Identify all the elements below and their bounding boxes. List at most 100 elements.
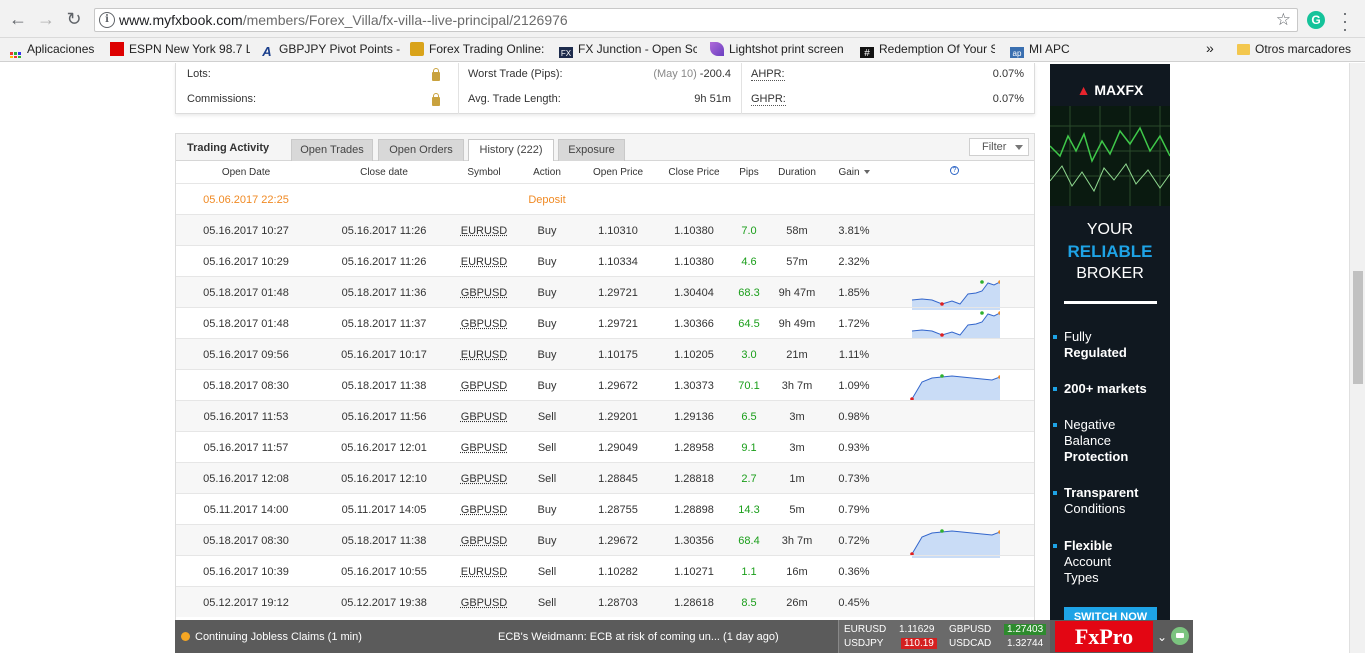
filter-dropdown[interactable]: Filter: [969, 138, 1029, 156]
trade-sparkline: [911, 280, 1000, 310]
symbol-link[interactable]: GBPUSD: [460, 442, 508, 454]
table-row[interactable]: 05.11.2017 14:00 05.11.2017 14:05 GBPUSD Bu…: [176, 493, 1034, 524]
fxpro-logo[interactable]: FxPro: [1055, 621, 1153, 652]
table-row[interactable]: 05.16.2017 10:29 05.16.2017 11:26 EURUSD Bu…: [176, 245, 1034, 276]
chat-icon[interactable]: [1171, 627, 1189, 645]
news-item-ecb[interactable]: ECB's Weidmann: ECB at risk of coming un…: [498, 631, 779, 643]
page-scrollbar[interactable]: [1349, 63, 1365, 653]
bookmark-espn[interactable]: ESPN New York 98.7 L: [110, 42, 250, 58]
gain: 1.72%: [838, 318, 870, 330]
tab-history[interactable]: History (222): [468, 139, 554, 162]
table-row[interactable]: 05.18.2017 01:48 05.18.2017 11:37 GBPUSD Bu…: [176, 307, 1034, 341]
url-text[interactable]: www.myfxbook.com/members/Forex_Villa/fx-…: [119, 12, 568, 28]
bookmark-fx-junction[interactable]: FX FX Junction - Open Sc: [559, 42, 697, 58]
header-duration[interactable]: Duration: [778, 167, 816, 178]
symbol-link[interactable]: EURUSD: [460, 225, 508, 237]
site-a-icon: A: [262, 44, 272, 59]
open-date: 05.11.2017 14:00: [203, 504, 289, 516]
scrollbar-thumb[interactable]: [1353, 271, 1363, 384]
duration: 3m: [789, 411, 805, 423]
bookmark-forex-trading[interactable]: Forex Trading Online:: [410, 42, 545, 58]
table-row[interactable]: 05.16.2017 10:27 05.16.2017 11:26 EURUSD Bu…: [176, 214, 1034, 245]
lots-label: Lots:: [187, 68, 211, 80]
feather-icon: [710, 42, 724, 56]
symbol-link[interactable]: EURUSD: [460, 256, 508, 268]
tab-open-orders[interactable]: Open Orders: [378, 139, 464, 161]
symbol-link[interactable]: GBPUSD: [460, 380, 508, 392]
tab-open-trades[interactable]: Open Trades: [291, 139, 373, 161]
ahpr-label-text: AHPR:: [751, 68, 785, 81]
symbol-link[interactable]: GBPUSD: [460, 504, 508, 516]
ad-line2: RELIABLE: [1067, 242, 1153, 261]
table-row[interactable]: 05.18.2017 08:30 05.18.2017 11:38 GBPUSD Bu…: [176, 369, 1034, 403]
ahpr-label[interactable]: AHPR:: [751, 68, 785, 81]
header-open-date[interactable]: Open Date: [221, 167, 271, 178]
table-row[interactable]: 05.16.2017 09:56 05.16.2017 10:17 EURUSD Bu…: [176, 338, 1034, 369]
trading-activity-panel: Trading Activity Open Trades Open Orders…: [175, 133, 1035, 653]
bookmark-otros-marcadores[interactable]: Otros marcadores: [1237, 42, 1357, 58]
bookmark-redemption[interactable]: # Redemption Of Your S: [860, 42, 995, 58]
symbol-link[interactable]: GBPUSD: [460, 597, 508, 609]
sort-desc-icon: [863, 170, 870, 174]
bookmark-star-icon[interactable]: ☆: [1275, 10, 1291, 29]
reload-icon[interactable]: ↻: [66, 9, 82, 29]
ghpr-label[interactable]: GHPR:: [751, 93, 786, 106]
bookmarks-overflow-icon[interactable]: »: [1206, 40, 1214, 56]
bookmark-aplicaciones[interactable]: Aplicaciones: [10, 42, 102, 58]
table-row[interactable]: 05.16.2017 12:08 05.16.2017 12:10 GBPUSD Se…: [176, 462, 1034, 493]
sparkline-point: [998, 280, 1000, 284]
open-date: 05.18.2017 08:30: [203, 380, 289, 392]
header-pips[interactable]: Pips: [739, 167, 759, 178]
news-ticker-bar: Continuing Jobless Claims (1 min) ECB's …: [175, 620, 1193, 653]
symbol-link[interactable]: EURUSD: [460, 566, 508, 578]
pips: 68.4: [738, 535, 760, 547]
chevron-down-icon[interactable]: ⌄: [1157, 630, 1168, 644]
bookmark-mi-apc[interactable]: ap MI APC: [1010, 42, 1080, 58]
symbol-link[interactable]: GBPUSD: [460, 318, 508, 330]
symbol-link[interactable]: GBPUSD: [460, 287, 508, 299]
duration: 3h 7m: [781, 380, 813, 392]
header-open-price[interactable]: Open Price: [592, 167, 644, 178]
info-icon[interactable]: i: [99, 12, 115, 28]
symbol-link[interactable]: GBPUSD: [460, 473, 508, 485]
help-icon[interactable]: ?: [950, 166, 959, 175]
open-price: 1.28755: [598, 504, 638, 516]
table-row[interactable]: 05.18.2017 01:48 05.18.2017 11:36 GBPUSD Bu…: [176, 276, 1034, 310]
bookmark-lightshot[interactable]: Lightshot print screen: [710, 42, 848, 58]
table-row[interactable]: 05.12.2017 19:12 05.12.2017 19:38 GBPUSD Se…: [176, 586, 1034, 617]
ad-feature-regulated: Fully Regulated: [1053, 329, 1127, 361]
close-date: 05.16.2017 10:17: [341, 349, 427, 361]
duration: 57m: [786, 256, 808, 268]
ad-feature-bold: Protection: [1064, 449, 1129, 464]
back-arrow-icon[interactable]: ←: [9, 9, 27, 29]
duration: 9h 49m: [778, 318, 816, 330]
forward-arrow-icon[interactable]: →: [37, 9, 55, 29]
open-date: 05.16.2017 10:27: [203, 225, 289, 237]
tab-exposure[interactable]: Exposure: [558, 139, 625, 161]
close-date: 05.16.2017 11:26: [341, 256, 427, 268]
duration: 5m: [789, 504, 805, 516]
ad-feature-text: Fully: [1064, 329, 1092, 344]
table-row[interactable]: 05.18.2017 08:30 05.18.2017 11:38 GBPUSD Bu…: [176, 524, 1034, 558]
header-action[interactable]: Action: [533, 167, 561, 178]
browser-menu-icon[interactable]: · · ·: [1342, 3, 1348, 39]
tab-bar: Trading Activity Open Trades Open Orders…: [176, 134, 1034, 162]
header-gain[interactable]: Gain: [834, 167, 874, 178]
table-row[interactable]: 05.16.2017 11:53 05.16.2017 11:56 GBPUSD Se…: [176, 400, 1034, 431]
symbol-link[interactable]: GBPUSD: [460, 535, 508, 547]
grammarly-extension-icon[interactable]: G: [1307, 11, 1325, 29]
address-bar[interactable]: i www.myfxbook.com/members/Forex_Villa/f…: [94, 8, 1298, 32]
maxfx-advertisement[interactable]: ▲ MAXFX YOUR RELIABLE BROKER Fully Regula…: [1050, 64, 1170, 627]
symbol-link[interactable]: GBPUSD: [460, 411, 508, 423]
action: Sell: [537, 566, 557, 578]
header-symbol[interactable]: Symbol: [467, 167, 501, 178]
close-date: 05.18.2017 11:38: [341, 380, 427, 392]
table-row[interactable]: 05.16.2017 10:39 05.16.2017 10:55 EURUSD Se…: [176, 555, 1034, 586]
news-item-jobless-claims[interactable]: Continuing Jobless Claims (1 min): [195, 631, 362, 643]
table-row[interactable]: 05.16.2017 11:57 05.16.2017 12:01 GBPUSD Se…: [176, 431, 1034, 462]
header-close-date[interactable]: Close date: [360, 167, 408, 178]
action: Buy: [537, 256, 557, 268]
bookmark-gbpjpy-pivot[interactable]: A GBPJPY Pivot Points -: [260, 42, 400, 58]
header-close-price[interactable]: Close Price: [668, 167, 720, 178]
symbol-link[interactable]: EURUSD: [460, 349, 508, 361]
